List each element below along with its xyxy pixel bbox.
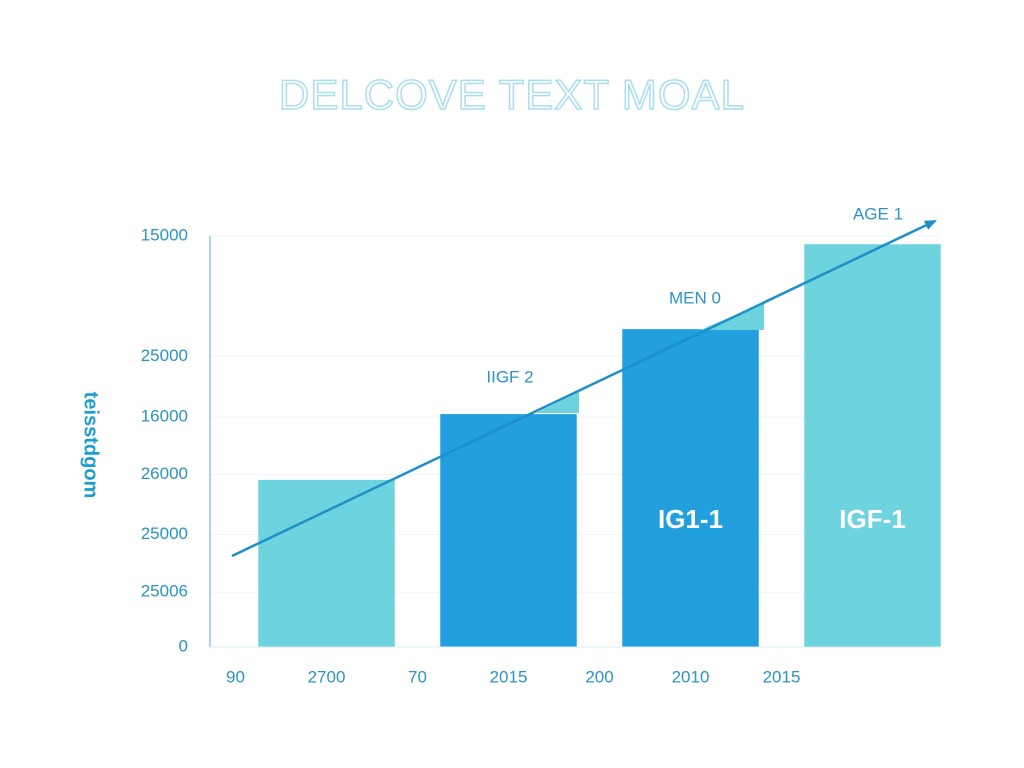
bar-label: IG1-1 [658,504,723,534]
bar-label: IGF-1 [839,504,905,534]
annotation: MEN 0 [669,288,721,307]
y-tick-label: 26000 [141,464,188,483]
y-tick-label: 16000 [141,406,188,425]
y-tick-label: 0 [179,636,188,655]
x-tick-label: 90 [226,667,245,686]
trend-arrow [231,219,937,558]
x-tick-label: 70 [408,667,427,686]
bar [440,414,577,647]
bar [622,329,759,647]
x-tick-label: 2015 [490,667,528,686]
x-tick-label: 200 [585,667,613,686]
bar-cap [536,392,579,413]
x-tick-label: 2700 [308,667,346,686]
y-tick-label: 25000 [141,524,188,543]
chart-title: DELCOVE TEXT MOAL [279,71,745,118]
y-tick-label: 25006 [141,582,188,601]
y-tick-label: 15000 [141,225,188,244]
annotation: AGE 1 [853,204,903,223]
bar [804,244,941,647]
annotation: IIGF 2 [486,367,533,386]
x-tick-label: 2010 [672,667,710,686]
bar [258,479,395,647]
y-tick-label: 25000 [141,346,188,365]
x-tick-label: 2015 [763,667,801,686]
plot-area [210,235,941,648]
y-axis-label: teisstdgom [80,392,102,499]
